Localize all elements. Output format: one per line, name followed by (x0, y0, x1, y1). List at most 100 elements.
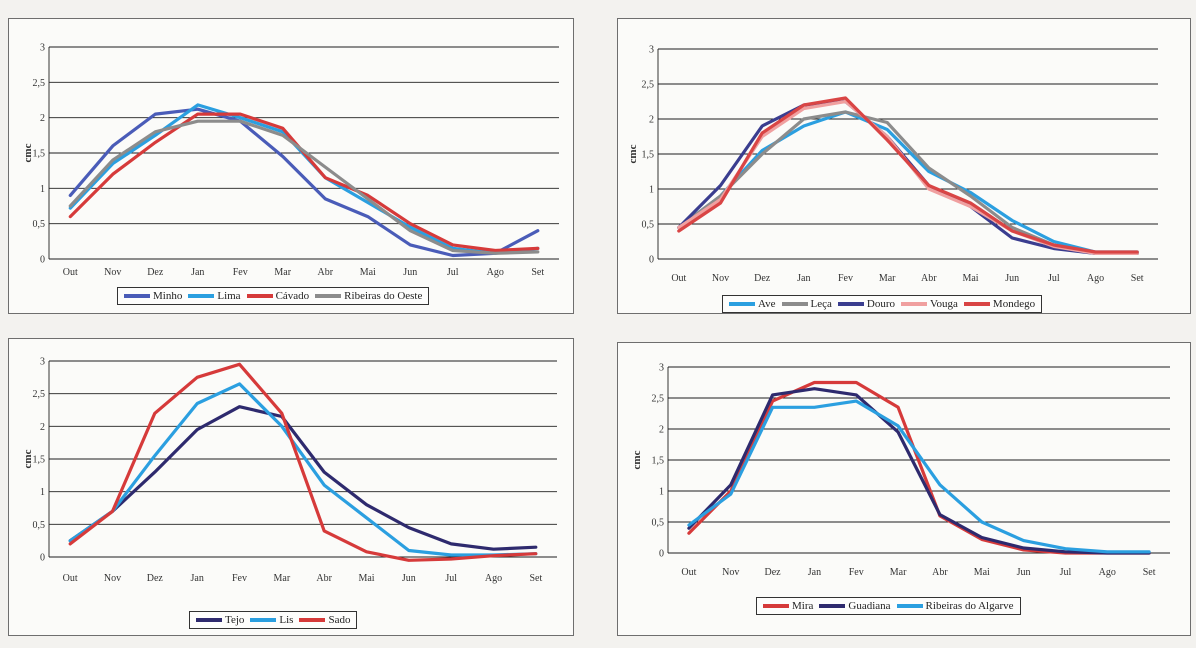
y-tick-label: 1,5 (33, 149, 46, 160)
x-tick-label: Nov (722, 567, 739, 578)
legend-swatch (819, 604, 846, 608)
x-tick-label: Jun (402, 573, 416, 584)
x-tick-label: Abr (316, 573, 332, 584)
x-tick-label: Abr (317, 267, 333, 278)
legend-label: Ribeiras do Algarve (925, 600, 1014, 612)
legend-label: Lima (217, 290, 241, 302)
series-line-ave (677, 110, 1139, 254)
series-line-mira (687, 380, 1151, 555)
x-tick-label: Out (63, 267, 78, 278)
x-tick-label: Mar (890, 567, 907, 578)
chart-3: 0 0,5 1 1,5 2 2,5 3 Out Nov Dez Jan Fev Mar Abr Mai Jun… (22, 357, 557, 584)
series-line-lis (68, 382, 538, 557)
legend-label: Cávado (275, 290, 310, 302)
x-tick-label: Abr (921, 273, 937, 284)
y-tick-label: 2 (659, 425, 664, 436)
x-tick-label: Mai (360, 267, 376, 278)
chart-panel-2: 0 0,5 1 1,5 2 2,5 3 Out Nov Dez Jan Fev Mar Abr Mai Jun… (617, 18, 1191, 314)
legend-item: Minho (124, 290, 182, 302)
legend-swatch (188, 294, 215, 298)
x-tick-label: Jun (1005, 273, 1019, 284)
series-line-ribeiras-do-oeste (68, 119, 540, 255)
series-line-le-a (677, 110, 1139, 255)
y-tick-label: 3 (659, 363, 664, 374)
y-tick-label: 0,5 (33, 219, 46, 230)
legend-swatch (299, 618, 326, 622)
y-tick-label: 0 (659, 549, 664, 560)
legend-item: Ribeiras do Oeste (315, 290, 422, 302)
chart-panel-1: 0 0,5 1 1,5 2 2,5 3 Out Nov Dez Jan Fev Mar Abr Mai Jun… (8, 18, 574, 314)
legend-item: Tejo (196, 614, 244, 626)
x-tick-label: Ago (485, 573, 502, 584)
y-tick-label: 0 (40, 255, 45, 266)
y-tick-label: 0,5 (652, 518, 665, 529)
x-tick-label: Jul (1060, 567, 1072, 578)
y-tick-label: 0,5 (33, 520, 46, 531)
x-tick-label: Set (529, 573, 542, 584)
legend-label: Mondego (992, 298, 1036, 310)
y-axis-label: cmc (22, 143, 34, 162)
x-tick-label: Ago (1099, 567, 1116, 578)
x-tick-label: Set (531, 267, 544, 278)
x-tick-label: Mar (274, 267, 291, 278)
legend-swatch (246, 294, 273, 298)
legend-label: Minho (153, 290, 183, 302)
legend-item: Ribeiras do Algarve (896, 600, 1014, 612)
series-line-guadiana (687, 387, 1151, 555)
legend-1: Minho Lima Cávado Ribeiras do Oeste (117, 287, 430, 305)
legend-swatch (963, 302, 990, 306)
y-axis-label: cmc (22, 449, 34, 468)
series-line-mondego (677, 96, 1139, 254)
y-tick-label: 3 (40, 43, 45, 54)
legend-swatch (729, 302, 755, 306)
x-tick-label: Dez (147, 573, 164, 584)
series-line-sado (68, 362, 538, 562)
y-axis-label: cmc (631, 450, 643, 469)
legend-3: Tejo Lis Sado (189, 611, 358, 629)
x-tick-label: Out (671, 273, 686, 284)
y-tick-label: 1 (649, 185, 654, 196)
chart-4: 0 0,5 1 1,5 2 2,5 3 Out Nov Dez Jan Fev Mar Abr Mai Jun… (631, 363, 1170, 578)
legend-4: Mira Guadiana Ribeiras do Algarve (756, 597, 1021, 615)
legend-swatch (315, 294, 342, 298)
x-tick-label: Nov (104, 267, 121, 278)
x-tick-label: Jun (1017, 567, 1031, 578)
x-tick-label: Out (681, 567, 696, 578)
x-tick-label: Dez (765, 567, 782, 578)
legend-item: Douro (837, 298, 895, 310)
x-tick-label: Fev (838, 273, 853, 284)
legend-label: Ave (758, 298, 776, 310)
legend-label: Leça (810, 298, 832, 310)
legend-swatch (901, 302, 927, 306)
legend-label: Tejo (225, 614, 245, 626)
x-tick-label: Jul (445, 573, 457, 584)
x-tick-label: Nov (712, 273, 729, 284)
y-tick-label: 0 (649, 255, 654, 266)
y-tick-label: 0 (40, 553, 45, 564)
series-line-minho (68, 107, 540, 258)
legend-swatch (124, 294, 150, 298)
legend-swatch (837, 302, 864, 306)
x-tick-label: Jul (1048, 273, 1060, 284)
x-tick-label: Fev (849, 567, 864, 578)
legend-item: Sado (299, 614, 350, 626)
legend-label: Ribeiras do Oeste (344, 290, 423, 302)
legend-swatch (896, 604, 923, 608)
y-tick-label: 0,5 (642, 220, 655, 231)
series-line-vouga (677, 99, 1139, 255)
legend-label: Douro (866, 298, 895, 310)
legend-swatch (781, 302, 808, 306)
x-tick-label: Ago (1087, 273, 1104, 284)
chart-panel-3: 0 0,5 1 1,5 2 2,5 3 Out Nov Dez Jan Fev Mar Abr Mai Jun… (8, 338, 574, 636)
y-tick-label: 1,5 (652, 456, 665, 467)
y-tick-label: 2 (649, 115, 654, 126)
y-tick-label: 2,5 (33, 389, 46, 400)
x-tick-label: Jan (808, 567, 821, 578)
x-tick-label: Mar (879, 273, 896, 284)
legend-swatch (250, 618, 277, 622)
y-tick-label: 1 (40, 487, 45, 498)
y-tick-label: 2 (40, 113, 45, 124)
legend-item: Mira (763, 600, 813, 612)
y-tick-label: 1 (659, 487, 664, 498)
